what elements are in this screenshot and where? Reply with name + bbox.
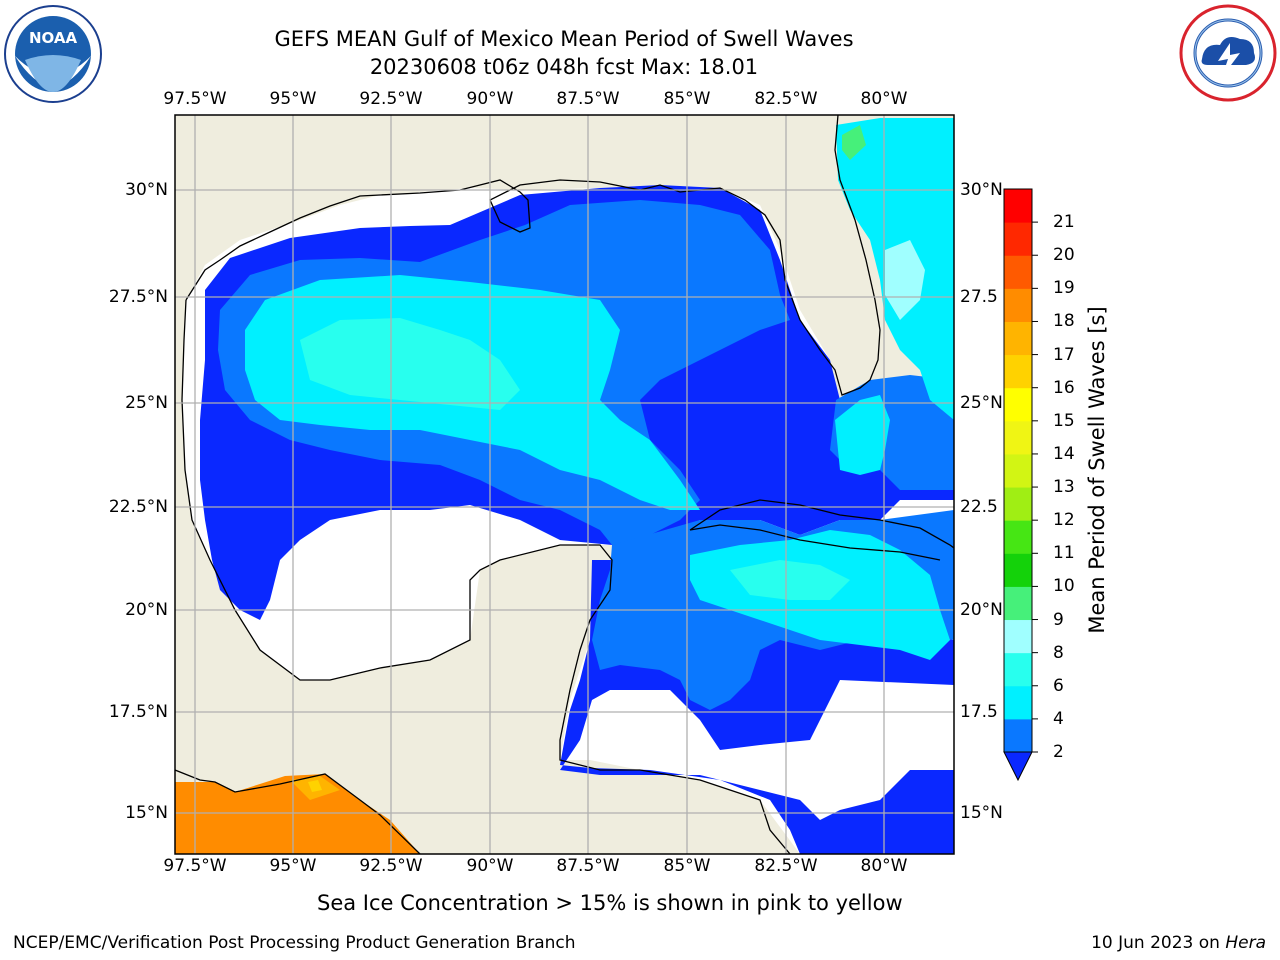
colorbar-tick-label: 21 [1053, 212, 1075, 233]
map-frame [174, 114, 955, 855]
lat-tick-left: 22.5°N [108, 497, 168, 517]
coastline-central-america [175, 769, 421, 854]
lon-tick-bottom: 90°W [466, 856, 514, 876]
lat-tick-left: 30°N [125, 180, 168, 200]
colorbar-tick-label: 2 [1053, 742, 1064, 762]
run-host: Hera [1225, 933, 1266, 953]
lon-tick-top: 92.5°W [359, 89, 423, 109]
colorbar-segment [1004, 652, 1032, 687]
swell-band-9-10 [842, 125, 866, 160]
lon-tick-bottom: 85°W [663, 856, 711, 876]
colorbar-tick-label: 13 [1053, 477, 1075, 498]
lon-tick-top: 80°W [860, 89, 908, 109]
lat-tick-right: 15°N [960, 803, 1003, 823]
lon-tick-bottom: 95°W [269, 856, 317, 876]
sea-ice-note: Sea Ice Concentration > 15% is shown in … [0, 891, 1280, 915]
lat-tick-left: 17.5°N [108, 702, 168, 722]
map-subtitle: 20230608 t06z 048h fcst Max: 18.01 [369, 55, 759, 79]
colorbar-tick-label: 6 [1053, 675, 1064, 696]
colorbar-tick-label: 20 [1053, 245, 1075, 266]
lat-tick-right: 27.5 [960, 287, 998, 307]
pacific-orange-region [175, 774, 420, 854]
coastline-us-mexico [185, 115, 881, 396]
swell-band-8-9-c [730, 560, 850, 600]
colorbar-segment [1004, 255, 1032, 289]
colorbar [1003, 188, 1038, 782]
lon-tick-bottom: 87.5°W [556, 856, 620, 876]
lon-tick-bottom: 97.5°W [163, 856, 227, 876]
map-title: GEFS MEAN Gulf of Mexico Mean Period of … [274, 27, 854, 51]
swell-band-6-8-straits [835, 395, 890, 475]
colorbar-segment [1004, 553, 1032, 587]
colorbar-segment [1004, 321, 1032, 356]
colorbar-segment [1004, 619, 1032, 654]
lon-tick-top: 82.5°W [754, 89, 818, 109]
colorbar-tick-label: 15 [1053, 410, 1075, 431]
colorbar-tick-label: 16 [1053, 377, 1075, 398]
run-date: 10 Jun 2023 on [1091, 933, 1220, 953]
colorbar-tick-label: 14 [1053, 443, 1075, 464]
colorbar-tick-label: 4 [1053, 708, 1064, 729]
lat-tick-right: 22.5 [960, 497, 998, 517]
colorbar-segment [1004, 520, 1032, 554]
colorbar-tick-label: 19 [1053, 278, 1075, 299]
lon-tick-top: 87.5°W [556, 89, 620, 109]
coastline-mexico [181, 299, 791, 854]
noaa-logo: NOAA [4, 5, 102, 103]
lat-tick-right: 17.5 [960, 702, 998, 722]
colorbar-extend-triangle [1003, 751, 1033, 782]
noaa-logo-text: NOAA [29, 29, 78, 47]
colorbar-segment [1004, 222, 1032, 256]
pacific-lightyellow-patch [308, 780, 322, 792]
colorbar-tick-label: 18 [1053, 311, 1075, 332]
colorbar-segment [1004, 387, 1032, 422]
lat-tick-left: 25°N [125, 393, 168, 413]
colorbar-label: Mean Period of Swell Waves [s] [1085, 306, 1109, 634]
run-date-credit: 10 Jun 2023 on Hera [1091, 933, 1266, 953]
lat-tick-right: 20°N [960, 600, 1003, 620]
colorbar-segment [1004, 189, 1032, 223]
producer-credit: NCEP/EMC/Verification Post Processing Pr… [13, 933, 576, 953]
map-gridlines [175, 115, 954, 854]
colorbar-frame [1003, 188, 1033, 753]
colorbar-tick-label: 8 [1053, 642, 1064, 663]
lon-tick-top: 85°W [663, 89, 711, 109]
lon-tick-top: 97.5°W [163, 89, 227, 109]
colorbar-tick-label: 11 [1053, 543, 1075, 564]
colorbar-segment [1004, 586, 1032, 621]
colorbar-segment [1004, 288, 1032, 322]
swell-band-8-9-b [885, 240, 925, 320]
colorbar-tick-label: 12 [1053, 510, 1075, 531]
nws-logo [1179, 4, 1277, 102]
colorbar-segment [1004, 718, 1032, 753]
lon-tick-bottom: 80°W [860, 856, 908, 876]
colorbar-segment [1004, 487, 1032, 521]
colorbar-tick-label: 10 [1053, 576, 1075, 597]
colorbar-tick-label: 9 [1053, 609, 1064, 630]
sea-ice-note-text: Sea Ice Concentration > 15% is shown in … [317, 891, 903, 915]
lon-tick-bottom: 92.5°W [359, 856, 423, 876]
colorbar-segment [1004, 685, 1032, 720]
lat-tick-left: 15°N [125, 803, 168, 823]
colorbar-segment [1004, 420, 1032, 455]
colorbar-segment [1004, 354, 1032, 389]
lon-tick-top: 95°W [269, 89, 317, 109]
lat-tick-left: 20°N [125, 600, 168, 620]
colorbar-tick-label: 17 [1053, 344, 1075, 365]
lat-tick-left: 27.5°N [108, 287, 168, 307]
colorbar-segment [1004, 453, 1032, 488]
swell-band-8-9 [300, 318, 520, 410]
lat-tick-right: 25°N [960, 393, 1003, 413]
lon-tick-top: 90°W [466, 89, 514, 109]
lat-tick-right: 30°N [960, 180, 1003, 200]
lon-tick-bottom: 82.5°W [754, 856, 818, 876]
